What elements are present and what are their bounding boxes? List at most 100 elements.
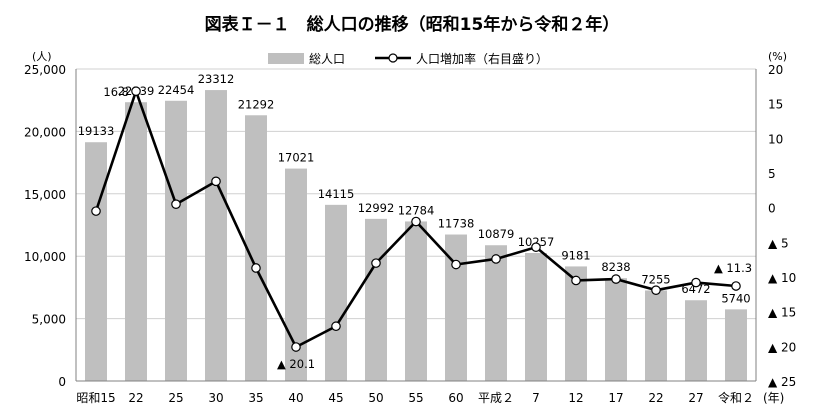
bar-value-label: 5740: [721, 291, 750, 305]
bar: [525, 252, 547, 381]
bar-value-label: 10879: [478, 227, 515, 241]
right-axis-ticks: 20 15 10 5 0 ▲ 5 ▲ 10 ▲ 15 ▲ 20 ▲ 25: [768, 63, 796, 389]
x-tick-label: 55: [408, 391, 423, 405]
x-tick-label: 27: [688, 391, 703, 405]
bar: [565, 266, 587, 381]
x-tick-label: 17: [608, 391, 623, 405]
bar-value-label: 21292: [238, 97, 275, 111]
growth-rate-point: [251, 263, 261, 273]
bar-value-label: 17021: [278, 151, 315, 165]
bar: [325, 204, 347, 381]
bar-value-label: 7255: [641, 272, 670, 286]
x-tick-label: 30: [208, 391, 223, 405]
bar-value-label: 9181: [561, 248, 590, 262]
right-tick-label: 20: [768, 63, 783, 77]
bar: [485, 245, 507, 381]
growth-rate-point: [91, 206, 101, 216]
right-tick-label: ▲ 5: [768, 236, 789, 250]
line-annotation: 16.8: [103, 85, 129, 99]
bar: [605, 278, 627, 381]
growth-rate-point: [611, 274, 621, 284]
bar-value-label: 8238: [601, 260, 630, 274]
growth-rate-point: [731, 281, 741, 291]
right-tick-label: ▲ 25: [768, 375, 796, 389]
x-tick-label: 令和２: [718, 390, 754, 405]
x-tick-label: 昭和15: [76, 391, 115, 405]
right-tick-label: ▲ 10: [768, 271, 796, 285]
bar: [245, 115, 267, 381]
left-axis-unit: (人): [32, 50, 52, 63]
bar: [645, 290, 667, 381]
plot-frame: [75, 69, 757, 382]
legend-line-label: 人口増加率（右目盛り）: [416, 51, 548, 66]
bar: [725, 309, 747, 381]
bar: [205, 90, 227, 382]
left-tick-label: 5,000: [32, 313, 66, 327]
x-tick-label: 平成２: [478, 391, 514, 405]
growth-rate-point: [691, 277, 701, 288]
bar: [85, 142, 107, 381]
left-axis-ticks: 0 5,000 10,000 15,000 20,000 25,000: [24, 63, 66, 389]
right-tick-label: 0: [768, 202, 776, 216]
growth-rate-point: [491, 254, 501, 264]
growth-rate-point: [211, 176, 221, 187]
left-tick-label: 10,000: [24, 250, 66, 264]
bar-value-label: 22454: [158, 83, 195, 97]
x-tick-label: 12: [568, 391, 583, 405]
bar: [445, 234, 467, 381]
bar: [365, 218, 387, 381]
right-tick-label: 10: [768, 132, 783, 146]
line-annotations: 16.8 ▲ 20.1 ▲ 11.3: [103, 85, 752, 371]
x-tick-label: 35: [248, 391, 263, 405]
legend-bar-swatch: [268, 53, 304, 64]
right-tick-label: ▲ 20: [768, 340, 796, 354]
line-annotation: ▲ 11.3: [714, 261, 752, 275]
x-tick-label: 22: [648, 391, 663, 405]
growth-rate-point: [531, 242, 541, 252]
bar-value-label: 14115: [318, 187, 355, 201]
right-tick-label: ▲ 15: [768, 306, 796, 320]
right-tick-label: 15: [768, 98, 783, 112]
left-tick-label: 15,000: [24, 188, 66, 202]
bar-value-label: 6472: [681, 282, 710, 296]
bar: [405, 221, 427, 381]
bar-value-labels: 1913322339224542331221292170211411512992…: [78, 72, 751, 305]
bar-value-label: 23312: [198, 72, 235, 86]
growth-rate-point: [571, 275, 581, 286]
x-tick-label: 25: [168, 391, 183, 405]
growth-rate-point: [371, 258, 381, 268]
x-tick-label: 50: [368, 391, 383, 405]
left-tick-label: 25,000: [24, 63, 66, 77]
bar: [685, 300, 707, 381]
x-axis-unit: (年): [763, 391, 784, 405]
legend-line-marker: [388, 53, 398, 63]
right-tick-label: 5: [768, 167, 776, 181]
x-tick-label: 45: [328, 391, 343, 405]
growth-rate-point: [131, 86, 141, 96]
growth-rate-point: [291, 342, 301, 352]
growth-rate-point: [451, 259, 461, 270]
x-tick-label: 40: [288, 391, 303, 405]
x-tick-label: 22: [128, 391, 143, 405]
bar-value-label: 19133: [78, 124, 115, 138]
x-axis-ticks: 昭和15 22 25 30 35 40 45 50 55 60 平成２ 7 12 17 22 27 令和２: [76, 390, 754, 405]
bar: [165, 100, 187, 381]
bar-value-label: 10257: [518, 235, 555, 249]
line-annotation: ▲ 20.1: [277, 357, 315, 371]
legend-bar-label: 総人口: [309, 52, 345, 66]
bar: [285, 168, 307, 381]
growth-rate-point: [171, 199, 181, 209]
x-tick-label: 7: [532, 391, 540, 405]
left-tick-label: 0: [58, 375, 66, 389]
growth-rate-point: [651, 285, 661, 295]
x-tick-label: 60: [448, 391, 463, 405]
bar-value-label: 11738: [438, 217, 475, 231]
growth-rate-point: [411, 216, 421, 227]
right-axis-unit: (%): [768, 50, 787, 63]
growth-rate-point: [331, 321, 341, 332]
left-tick-label: 20,000: [24, 125, 66, 139]
legend: 総人口 人口増加率（右目盛り）: [268, 51, 548, 66]
bar-series: [85, 90, 747, 382]
line-series: [91, 86, 741, 352]
